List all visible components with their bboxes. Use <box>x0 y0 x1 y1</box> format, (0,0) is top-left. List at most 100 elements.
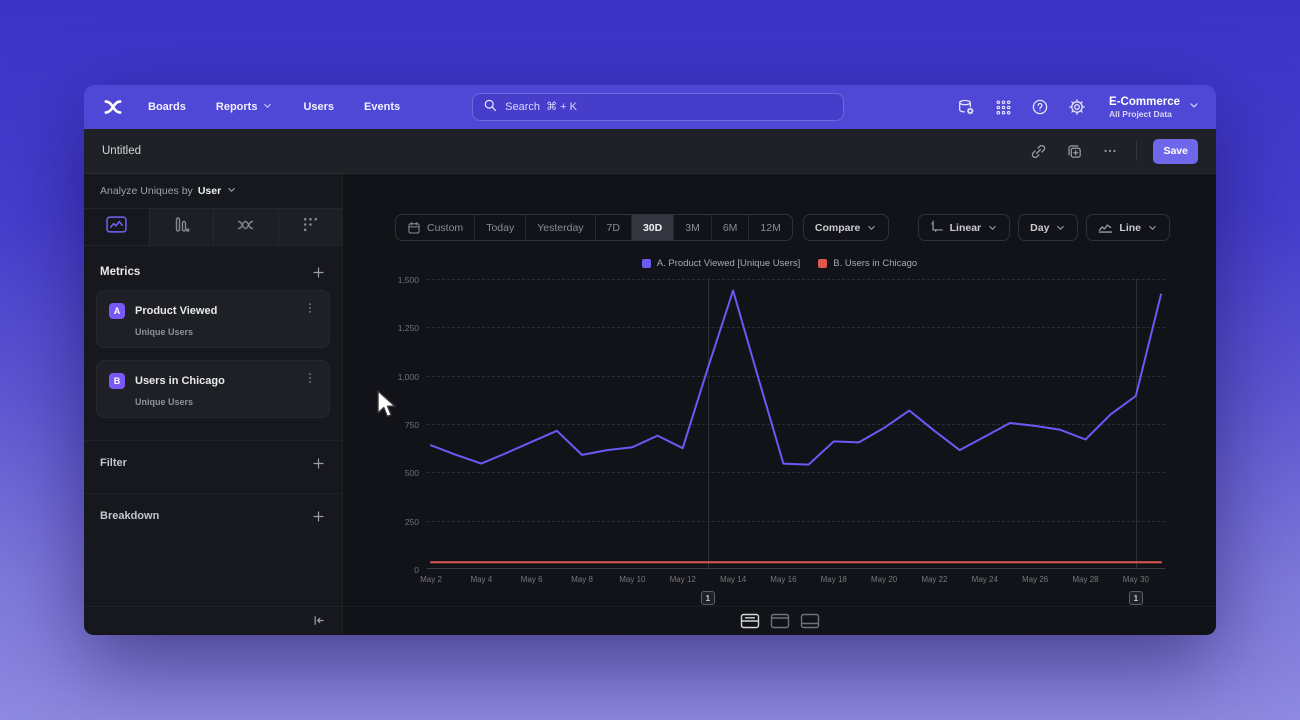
scale-dropdown[interactable]: Linear <box>917 214 1011 241</box>
chart-controls: Custom Today Yesterday 7D 30D 3M 6M 12M Compare… <box>395 214 1170 241</box>
more-icon[interactable] <box>1100 141 1120 161</box>
nav-item-boards[interactable]: Boards <box>148 101 186 113</box>
add-breakdown-button[interactable] <box>310 508 326 524</box>
collapse-sidebar-icon[interactable] <box>311 613 326 628</box>
date-range-label: 3M <box>685 221 700 234</box>
mixpanel-logo-icon[interactable] <box>100 94 126 120</box>
chart-only-view-toggle[interactable] <box>770 613 790 629</box>
x-axis-label: May 4 <box>470 575 493 584</box>
annotation-badge[interactable]: 1 <box>1128 591 1143 605</box>
toolbar-actions: Save <box>1028 138 1198 164</box>
tab-bar-chart[interactable] <box>148 209 213 245</box>
x-axis-label: May 18 <box>820 575 847 584</box>
gridline <box>427 424 1165 425</box>
date-range-7d[interactable]: 7D <box>594 215 631 240</box>
search-input[interactable] <box>505 101 834 113</box>
chart-series-layer <box>430 289 1162 564</box>
date-range-3m[interactable]: 3M <box>673 215 711 240</box>
flows-icon <box>236 217 255 238</box>
help-icon[interactable] <box>1029 96 1051 118</box>
date-range-custom[interactable]: Custom <box>396 215 474 240</box>
database-settings-icon[interactable] <box>955 96 977 118</box>
annotation-badge[interactable]: 1 <box>700 591 715 605</box>
project-subtitle: All Project Data <box>1109 108 1172 119</box>
top-navbar: Boards Reports Users Events <box>84 85 1216 129</box>
split-view-toggle[interactable] <box>740 613 760 629</box>
app-window: Boards Reports Users Events <box>84 85 1216 635</box>
date-range-30d[interactable]: 30D <box>630 215 674 240</box>
interval-label: Day <box>1030 221 1050 234</box>
date-range-label: 30D <box>642 221 663 234</box>
legend-swatch <box>818 259 828 268</box>
tab-retention[interactable] <box>277 209 342 245</box>
y-axis-label: 1,250 <box>397 323 419 334</box>
date-range-label: Yesterday <box>537 221 584 234</box>
gridline <box>427 472 1165 474</box>
date-range-12m[interactable]: 12M <box>748 215 791 240</box>
chart-legend: A. Product Viewed [Unique Users] B. Users… <box>343 258 1216 269</box>
tab-flows[interactable] <box>213 209 278 245</box>
x-axis-label: May 12 <box>669 575 696 584</box>
nav-item-label: Boards <box>148 101 186 113</box>
analyze-entity-dropdown[interactable]: User <box>197 185 222 197</box>
bar-chart-icon <box>172 216 190 238</box>
metric-card-users-in-chicago[interactable]: B Users in Chicago Unique Users <box>96 360 330 418</box>
legend-label: B. Users in Chicago <box>833 258 918 269</box>
interval-dropdown[interactable]: Day <box>1018 214 1079 241</box>
gridline <box>427 279 1165 280</box>
metrics-title: Metrics <box>100 266 141 278</box>
date-range-label: 7D <box>606 221 620 234</box>
duplicate-icon[interactable] <box>1064 141 1084 161</box>
legend-swatch <box>641 259 651 268</box>
y-axis-label: 1,000 <box>397 371 419 382</box>
nav-item-users[interactable]: Users <box>303 101 334 113</box>
tab-insights-line[interactable] <box>84 209 149 245</box>
line-chart-plot[interactable]: 1,500 1,250 1,000 750 500 250 0 1 1 May 2 May 4 May… <box>398 275 1165 605</box>
series-line-a-product-viewed-unique-users-[interactable] <box>430 289 1162 466</box>
settings-gear-icon[interactable] <box>1066 96 1088 118</box>
nav-item-events[interactable]: Events <box>364 101 400 113</box>
chevron-down-icon <box>262 100 273 114</box>
apps-grid-icon[interactable] <box>992 96 1014 118</box>
project-name: E-Commerce <box>1109 95 1180 108</box>
nav-item-label: Events <box>364 101 401 113</box>
date-range-6m[interactable]: 6M <box>710 215 749 240</box>
chevron-down-icon <box>226 184 237 198</box>
nav-item-reports[interactable]: Reports <box>216 100 274 114</box>
breakdown-section: Breakdown <box>84 493 342 524</box>
legend-item-a-product-viewed-unique-users-[interactable]: A. Product Viewed [Unique Users] <box>641 258 801 269</box>
chart-type-label: Line <box>1119 221 1141 234</box>
project-switcher[interactable]: E-Commerce All Project Data <box>1109 95 1200 120</box>
report-title: Untitled <box>102 145 141 157</box>
scale-label: Linear <box>949 221 982 234</box>
add-filter-button[interactable] <box>310 455 326 471</box>
date-range-today[interactable]: Today <box>474 215 525 240</box>
add-metric-button[interactable] <box>310 264 326 280</box>
retention-dots-icon <box>302 216 319 238</box>
gridline <box>427 520 1165 522</box>
date-range-yesterday[interactable]: Yesterday <box>525 215 594 240</box>
x-axis-label: May 24 <box>971 575 998 584</box>
x-axis-label: May 2 <box>420 575 442 584</box>
kebab-menu-icon[interactable] <box>303 301 317 320</box>
metric-name: Users in Chicago <box>135 374 225 387</box>
compare-button[interactable]: Compare <box>802 214 890 241</box>
date-range-label: 6M <box>722 221 738 234</box>
y-axis-label: 1,500 <box>397 275 419 285</box>
analyze-label: Analyze Uniques by <box>100 185 193 197</box>
kebab-menu-icon[interactable] <box>303 371 317 390</box>
metrics-header: Metrics <box>100 264 326 280</box>
chart-type-dropdown[interactable]: Line <box>1086 214 1170 241</box>
query-sidebar: Analyze Uniques by User <box>84 174 343 634</box>
x-axis-label: May 28 <box>1072 575 1099 584</box>
search-icon <box>483 98 497 117</box>
table-only-view-toggle[interactable] <box>800 613 820 629</box>
legend-item-b-users-in-chicago[interactable]: B. Users in Chicago <box>818 258 917 269</box>
legend-label: A. Product Viewed [Unique Users] <box>656 258 801 269</box>
global-search[interactable] <box>472 93 845 121</box>
date-range-label: 12M <box>760 221 781 234</box>
link-icon[interactable] <box>1028 141 1048 161</box>
metric-card-product-viewed[interactable]: A Product Viewed Unique Users <box>96 290 330 348</box>
save-button[interactable]: Save <box>1153 138 1198 164</box>
